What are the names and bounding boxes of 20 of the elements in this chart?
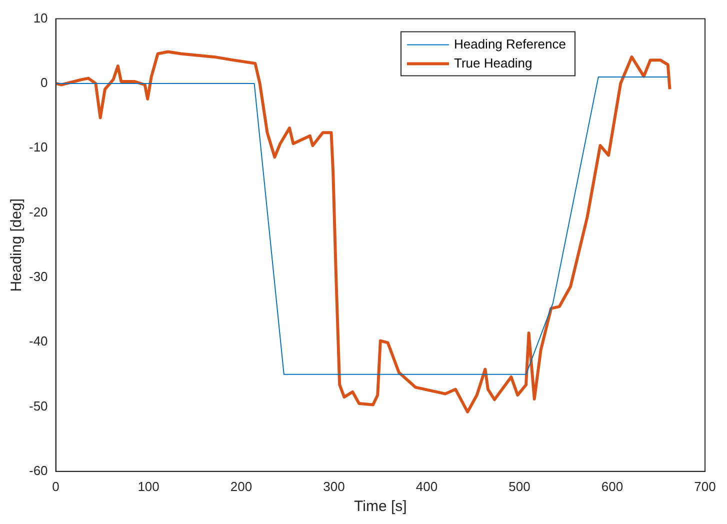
x-tick-label: 0 (52, 478, 60, 494)
legend-label: Heading Reference (454, 36, 566, 52)
y-axis-title: Heading [deg] (8, 198, 26, 292)
y-tick-label: -40 (28, 334, 48, 349)
x-tick-label: 700 (694, 478, 716, 494)
y-tick-label: -20 (28, 204, 48, 220)
x-tick-label: 100 (138, 478, 160, 494)
x-tick-label: 500 (508, 478, 530, 494)
legend-label: True Heading (454, 55, 532, 70)
y-tick-label: -50 (28, 398, 48, 414)
x-tick-label: 400 (416, 478, 438, 494)
x-tick-label: 600 (601, 478, 624, 494)
y-tick-label: -30 (28, 269, 48, 284)
y-tick-label: -10 (28, 140, 48, 155)
x-axis-title: Time [s] (354, 498, 407, 516)
y-tick-label: 0 (40, 75, 48, 90)
x-tick-label: 300 (323, 478, 345, 494)
x-tick-label: 200 (230, 478, 252, 494)
y-tick-label: -60 (28, 462, 48, 478)
y-tick-label: 10 (33, 10, 48, 26)
